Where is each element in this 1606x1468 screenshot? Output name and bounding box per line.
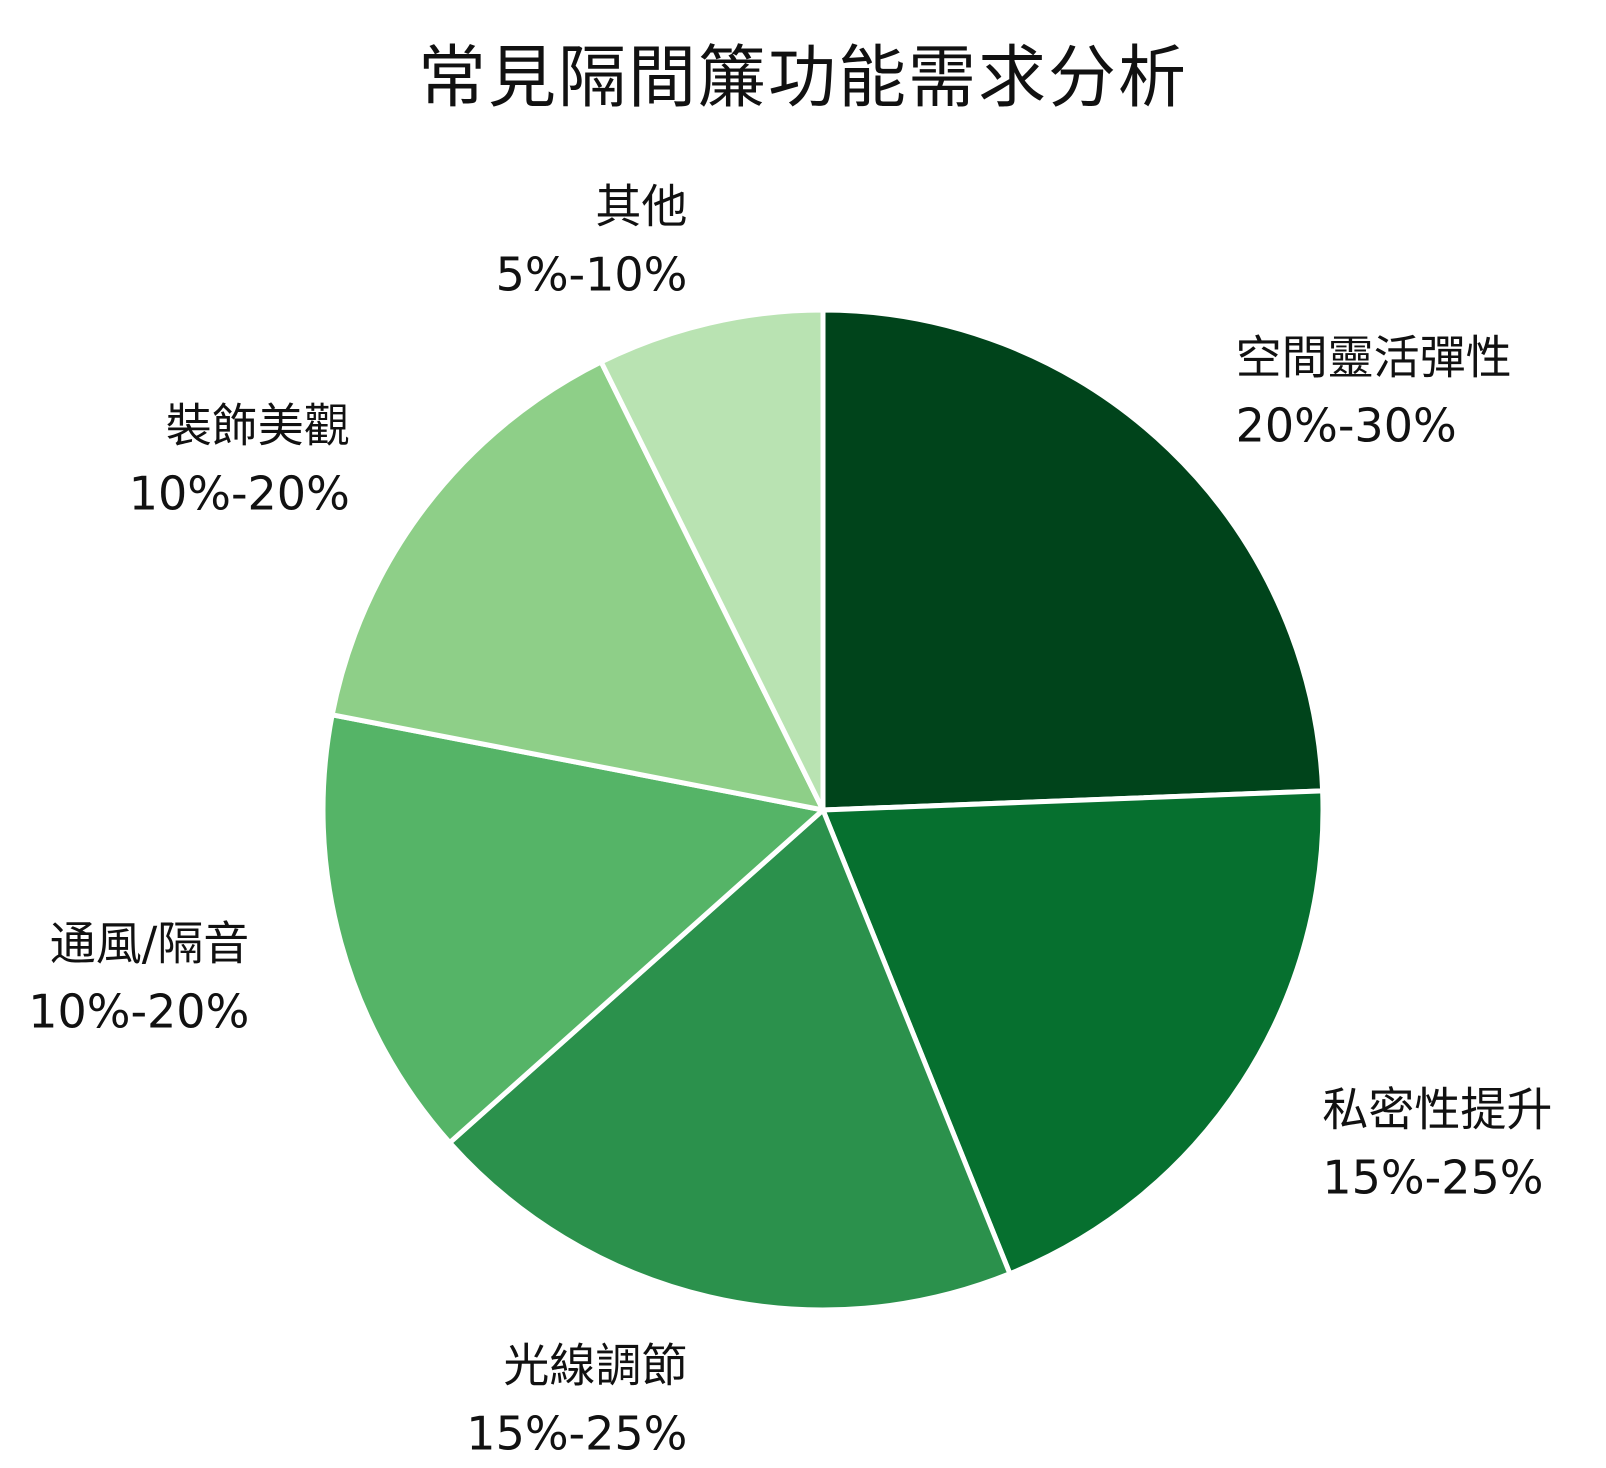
slice-label-range-2: 15%-25% <box>466 1406 687 1460</box>
pie-slice-5 <box>598 307 826 813</box>
pie-labels: 空間靈活彈性 20%-30% 私密性提升 15%-25% 光線調節 15%-25% 通風/隔… <box>28 180 1552 1461</box>
slice-label-range-5: 5%-10% <box>496 248 688 302</box>
pie-slice-4 <box>329 359 826 813</box>
slice-label-range-1: 15%-25% <box>1322 1150 1543 1204</box>
slice-label-range-4: 10%-20% <box>129 466 350 520</box>
slice-label-name-5: 其他 <box>595 180 687 234</box>
slice-label-name-0: 空間靈活彈性 <box>1236 330 1512 384</box>
chart-title: 常見隔間簾功能需求分析 <box>417 39 1188 118</box>
slice-label-range-0: 20%-30% <box>1236 398 1457 452</box>
slice-label-name-1: 私密性提升 <box>1322 1082 1552 1136</box>
slice-label-range-3: 10%-20% <box>28 985 249 1039</box>
slice-label-name-2: 光線調節 <box>503 1338 687 1392</box>
slice-label-name-3: 通風/隔音 <box>50 917 250 971</box>
pie-slice-1 <box>820 788 1326 1277</box>
pie-slice-2 <box>447 807 1013 1313</box>
pie-slice-3 <box>320 712 826 1146</box>
pie-slices <box>320 307 1326 1313</box>
pie-slice-0 <box>820 307 1326 813</box>
slice-label-name-4: 裝飾美觀 <box>166 398 350 452</box>
